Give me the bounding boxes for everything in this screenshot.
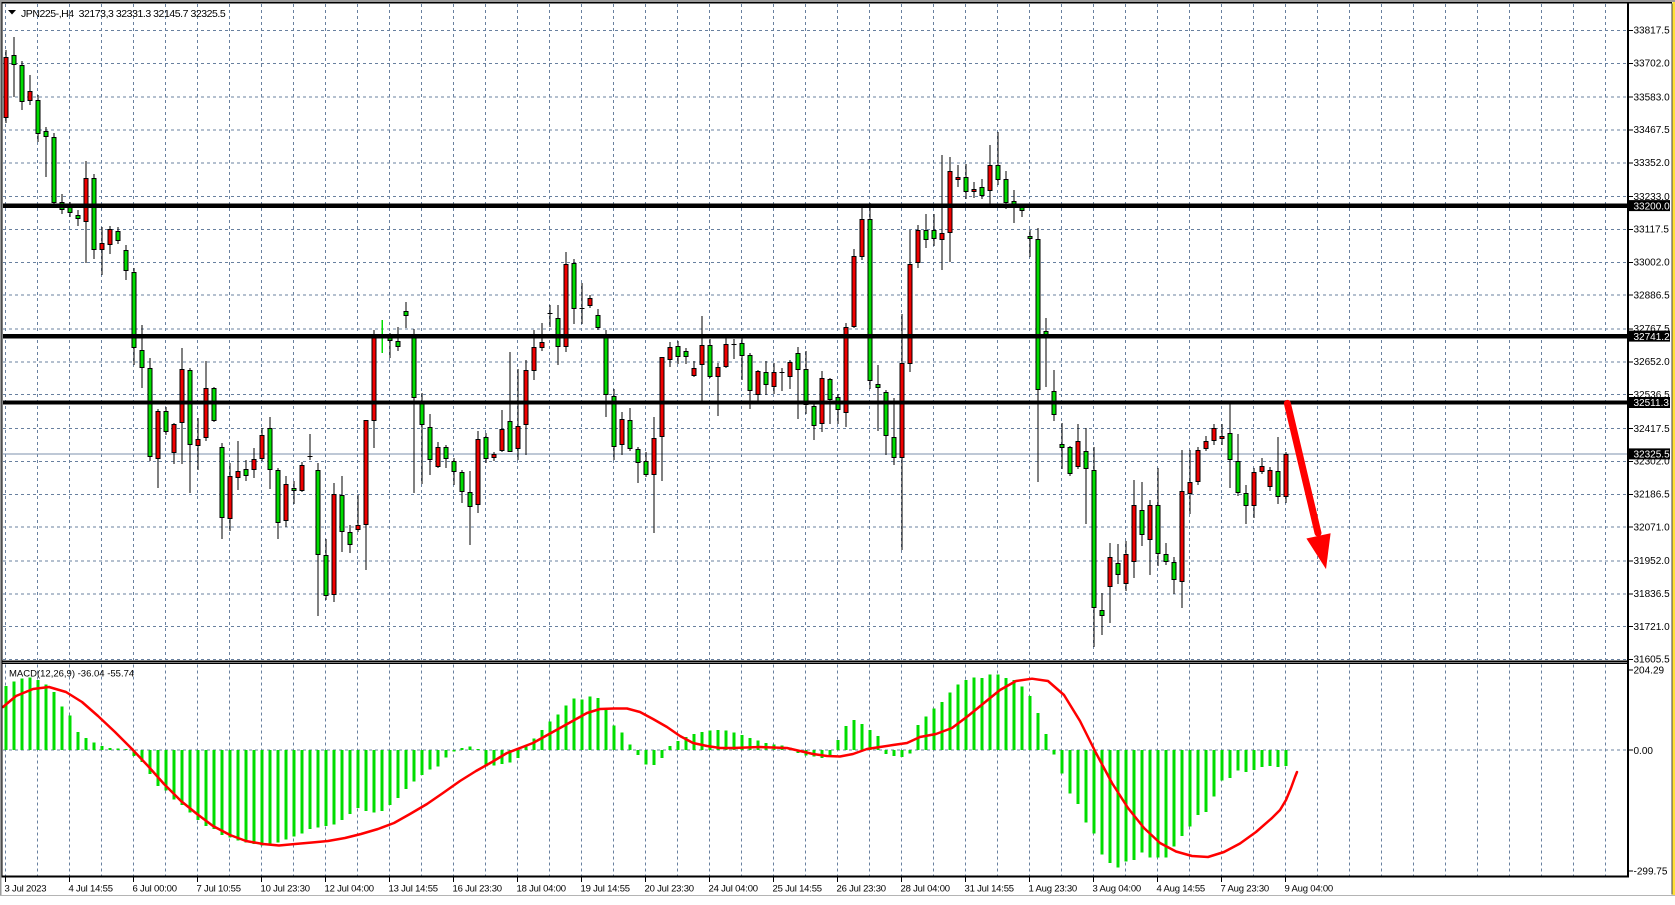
svg-text:33002.0: 33002.0 <box>1634 258 1671 269</box>
svg-text:32511.3: 32511.3 <box>1634 398 1670 409</box>
svg-text:26 Jul 23:30: 26 Jul 23:30 <box>837 884 886 895</box>
svg-text:32417.5: 32417.5 <box>1634 424 1671 435</box>
svg-text:31 Jul 14:55: 31 Jul 14:55 <box>965 884 1014 895</box>
svg-text:33467.5: 33467.5 <box>1634 125 1671 136</box>
svg-text:6 Jul 00:00: 6 Jul 00:00 <box>133 884 177 895</box>
svg-text:32741.2: 32741.2 <box>1634 332 1671 343</box>
svg-text:204.29: 204.29 <box>1634 666 1665 677</box>
svg-text:33583.0: 33583.0 <box>1634 92 1671 103</box>
svg-text:18 Jul 04:00: 18 Jul 04:00 <box>517 884 566 895</box>
svg-text:JPN225-,H4 32173,3 32331.3 32: JPN225-,H4 32173,3 32331.3 32145.7 32325… <box>21 8 226 20</box>
svg-text:3 Aug 04:00: 3 Aug 04:00 <box>1093 884 1142 895</box>
svg-text:0.00: 0.00 <box>1634 746 1654 757</box>
svg-text:4 Jul 14:55: 4 Jul 14:55 <box>69 884 113 895</box>
svg-text:10 Jul 23:30: 10 Jul 23:30 <box>261 884 310 895</box>
svg-text:32886.5: 32886.5 <box>1634 290 1671 301</box>
svg-text:-299.75: -299.75 <box>1634 867 1668 878</box>
svg-text:32186.5: 32186.5 <box>1634 490 1671 501</box>
svg-text:31836.5: 31836.5 <box>1634 589 1671 600</box>
svg-text:13 Jul 14:55: 13 Jul 14:55 <box>389 884 438 895</box>
svg-text:32652.0: 32652.0 <box>1634 357 1671 368</box>
svg-text:9 Aug 04:00: 9 Aug 04:00 <box>1285 884 1334 895</box>
svg-text:19 Jul 14:55: 19 Jul 14:55 <box>581 884 630 895</box>
svg-text:3 Jul 2023: 3 Jul 2023 <box>5 884 47 895</box>
svg-text:16 Jul 23:30: 16 Jul 23:30 <box>453 884 502 895</box>
svg-text:25 Jul 14:55: 25 Jul 14:55 <box>773 884 822 895</box>
svg-text:32325.5: 32325.5 <box>1634 450 1671 461</box>
svg-text:12 Jul 04:00: 12 Jul 04:00 <box>325 884 374 895</box>
svg-text:24 Jul 04:00: 24 Jul 04:00 <box>709 884 758 895</box>
svg-text:31952.0: 31952.0 <box>1634 556 1671 567</box>
svg-text:28 Jul 04:00: 28 Jul 04:00 <box>901 884 950 895</box>
svg-text:7 Jul 10:55: 7 Jul 10:55 <box>197 884 241 895</box>
svg-text:20 Jul 23:30: 20 Jul 23:30 <box>645 884 694 895</box>
svg-text:MACD(12,26,9) -36.04 -55.74: MACD(12,26,9) -36.04 -55.74 <box>9 669 134 680</box>
svg-text:7 Aug 23:30: 7 Aug 23:30 <box>1221 884 1270 895</box>
svg-text:31721.0: 31721.0 <box>1634 622 1671 633</box>
svg-text:4 Aug 14:55: 4 Aug 14:55 <box>1157 884 1206 895</box>
svg-text:32071.0: 32071.0 <box>1634 522 1671 533</box>
svg-text:33200.0: 33200.0 <box>1634 201 1671 212</box>
svg-text:33702.0: 33702.0 <box>1634 59 1671 70</box>
svg-text:33817.5: 33817.5 <box>1634 26 1671 37</box>
svg-text:33117.5: 33117.5 <box>1634 225 1670 236</box>
svg-text:31605.5: 31605.5 <box>1634 655 1671 666</box>
svg-text:33352.0: 33352.0 <box>1634 158 1671 169</box>
svg-text:1 Aug 23:30: 1 Aug 23:30 <box>1029 884 1078 895</box>
